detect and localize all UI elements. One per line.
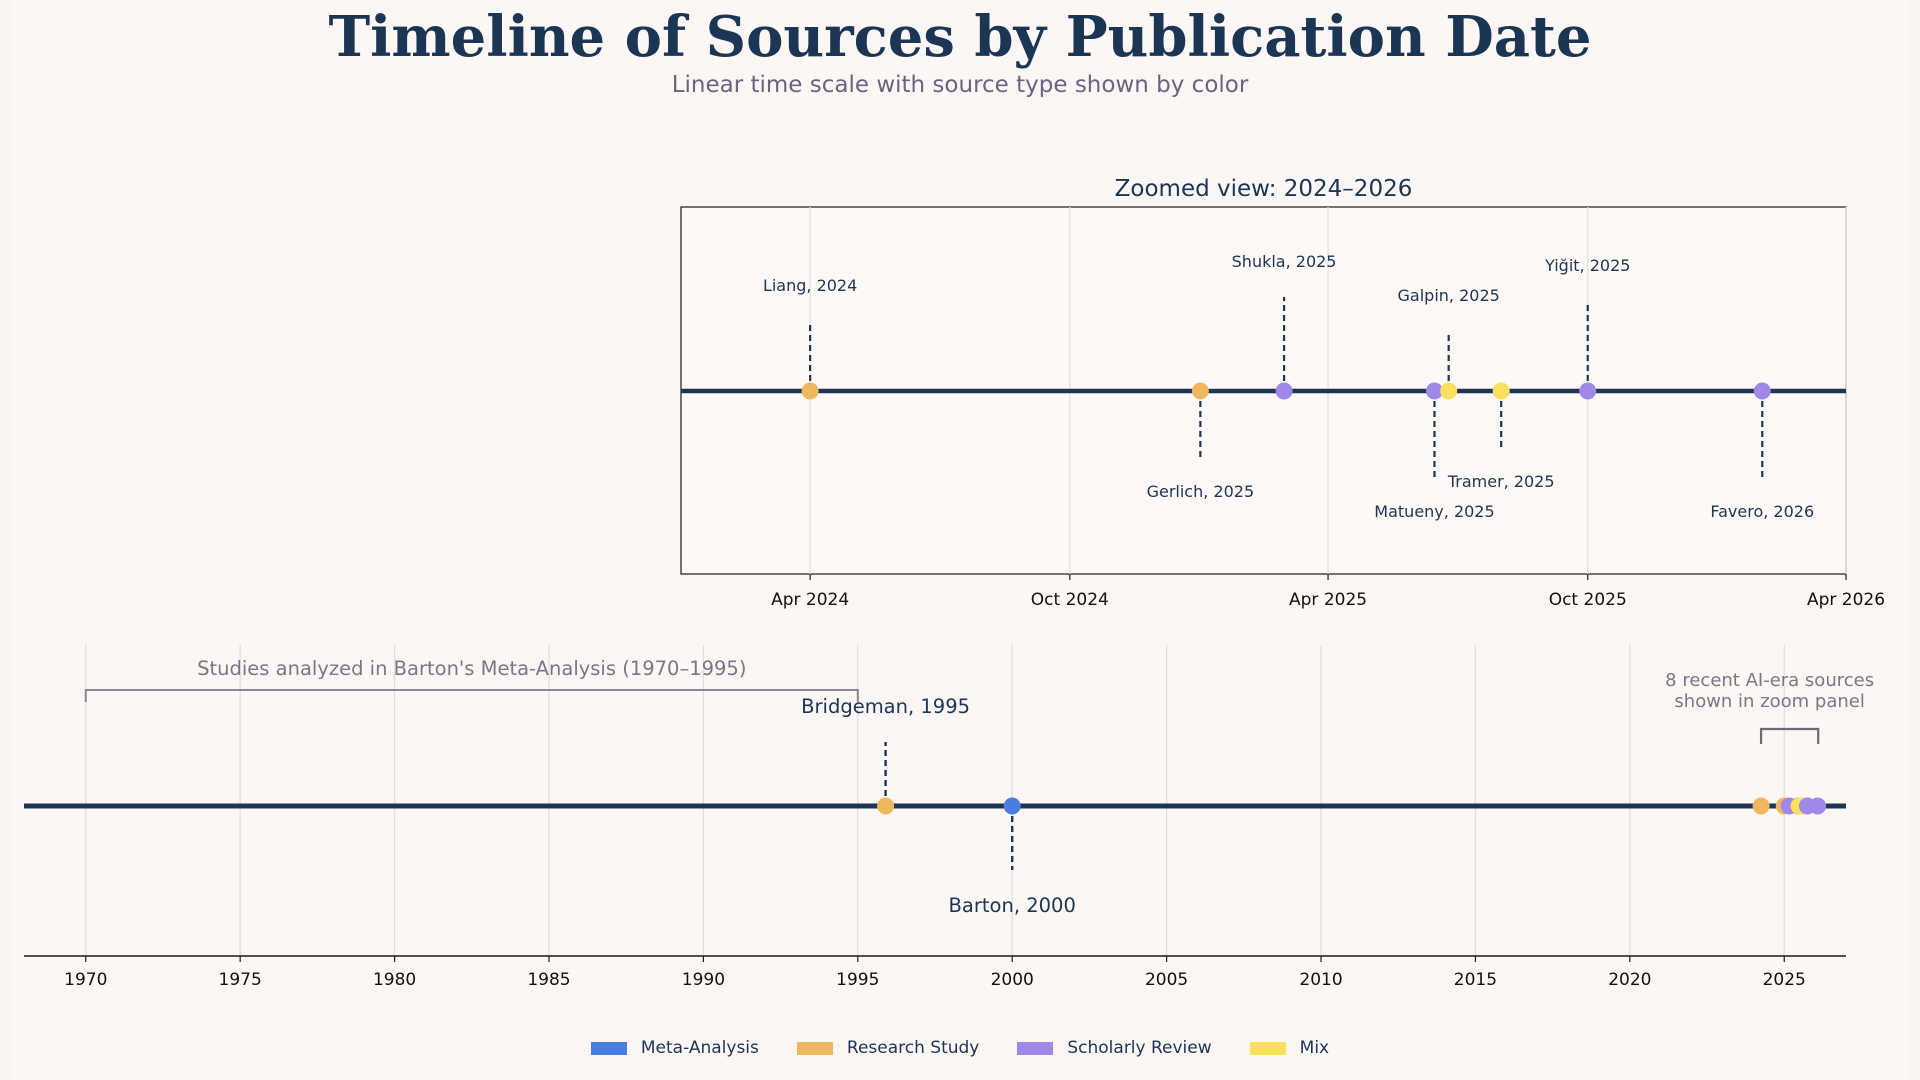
legend-swatch-mix [1249, 1041, 1286, 1055]
barton-range-bracket [84, 689, 859, 702]
full-tick-label: 2000 [991, 970, 1034, 990]
full-tick-label: 1990 [682, 970, 725, 990]
legend-swatch-scholarly-review [1017, 1041, 1054, 1055]
zoom-tick-label: Oct 2025 [1549, 590, 1627, 610]
legend-item-research-study: Research Study [796, 1038, 980, 1058]
zoom-point-label: Liang, 2024 [763, 276, 857, 295]
zoom-point [1191, 382, 1209, 400]
legend-item-meta-analysis: Meta-Analysis [590, 1038, 759, 1058]
zoom-point-label: Tramer, 2025 [1447, 472, 1555, 491]
legend-item-scholarly-review: Scholarly Review [1017, 1038, 1212, 1058]
full-point [1809, 797, 1827, 815]
full-tick-label: 1970 [64, 970, 107, 990]
legend-label: Mix [1299, 1038, 1330, 1058]
chart-subtitle: Linear time scale with source type shown… [671, 72, 1249, 98]
legend-label: Meta-Analysis [640, 1038, 759, 1058]
recent-sources-label-line2: shown in zoom panel [1674, 691, 1864, 712]
zoom-tick-label: Apr 2026 [1807, 590, 1885, 610]
zoom-point [1440, 382, 1458, 400]
full-point-label: Barton, 2000 [949, 894, 1076, 917]
recent-sources-bracket [1759, 727, 1820, 744]
legend-item-mix: Mix [1249, 1038, 1330, 1058]
zoom-point-label: Galpin, 2025 [1398, 286, 1500, 305]
full-panel: 1970 1975 1980 1985 1990 1995 2000 2005 2010 2015… [24, 645, 1874, 990]
full-point [1752, 797, 1770, 815]
full-tick-label: 2020 [1608, 970, 1651, 990]
zoom-tick-label: Apr 2024 [771, 590, 849, 610]
zoom-point [1579, 382, 1597, 400]
zoom-point-label: Yiğit, 2025 [1544, 256, 1630, 275]
full-tick-label: 1980 [373, 970, 416, 990]
full-tick-label: 1985 [527, 970, 570, 990]
zoom-panel-title: Zoomed view: 2024–2026 [1115, 176, 1413, 202]
full-tick-label: 2025 [1763, 970, 1806, 990]
legend-swatch-research-study [796, 1041, 833, 1055]
zoom-point-label: Gerlich, 2025 [1147, 482, 1255, 501]
full-tick-label: 1975 [219, 970, 262, 990]
zoom-point-label: Shukla, 2025 [1232, 252, 1337, 271]
zoom-point-label: Matueny, 2025 [1374, 502, 1494, 521]
recent-sources-label-line1: 8 recent AI-era sources [1665, 670, 1874, 691]
chart-title: Timeline of Sources by Publication Date [328, 4, 1592, 70]
legend-label: Scholarly Review [1067, 1038, 1212, 1058]
zoom-tick-label: Oct 2024 [1031, 590, 1109, 610]
full-tick-label: 2015 [1454, 970, 1497, 990]
full-tick-label: 1995 [836, 970, 879, 990]
zoom-point [1425, 382, 1443, 400]
zoom-point [1492, 382, 1510, 400]
full-tick-label: 2005 [1145, 970, 1188, 990]
zoom-point-label: Favero, 2026 [1710, 502, 1814, 521]
zoom-panel: Apr 2024 Oct 2024 Apr 2025 Oct 2025 Apr 2026… [680, 176, 1885, 610]
full-point-label: Bridgeman, 1995 [801, 695, 970, 718]
legend-swatch-meta-analysis [590, 1041, 627, 1055]
barton-range-label: Studies analyzed in Barton's Meta-Analys… [197, 657, 746, 680]
full-point [877, 797, 895, 815]
legend-label: Research Study [846, 1038, 980, 1058]
full-tick-label: 2010 [1299, 970, 1342, 990]
legend: Meta-Analysis Research Study Scholarly R… [0, 1038, 1920, 1058]
zoom-point [801, 382, 819, 400]
zoom-point [1275, 382, 1293, 400]
zoom-point [1753, 382, 1771, 400]
zoom-tick-label: Apr 2025 [1289, 590, 1367, 610]
full-point [1003, 797, 1021, 815]
